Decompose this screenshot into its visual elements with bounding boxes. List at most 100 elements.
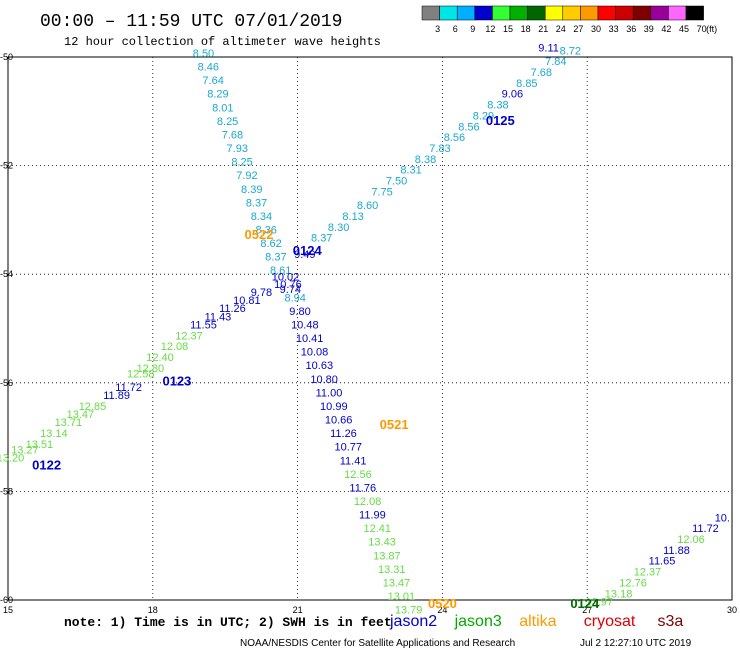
wave-height-label: 11.99 bbox=[359, 510, 386, 522]
wave-height-label: 13.71 bbox=[55, 417, 83, 429]
wave-height-label: 11.89 bbox=[103, 390, 130, 402]
colorbar-label: 45 bbox=[679, 24, 689, 34]
colorbar-label: 42 bbox=[661, 24, 671, 34]
pass-label: 0124 bbox=[570, 596, 600, 611]
wave-height-label: 12.41 bbox=[363, 523, 391, 535]
pass-label: 0124 bbox=[293, 243, 323, 258]
wave-height-label: 7.84 bbox=[545, 56, 566, 68]
wave-height-label: 7.92 bbox=[236, 170, 257, 182]
wave-height-label: 11.76 bbox=[349, 482, 376, 494]
y-tick-label: -56 bbox=[0, 378, 13, 388]
wave-height-label: 13.18 bbox=[605, 588, 633, 600]
colorbar-legend: 3 6 9 12 15 18 21 24 27 30 33 36 39 42 45 70 (ft) bbox=[421, 5, 717, 34]
wave-height-label: 8.13 bbox=[342, 211, 363, 223]
wave-height-label: 7.64 bbox=[202, 75, 223, 87]
wave-height-label: 12.58 bbox=[127, 368, 155, 380]
x-tick-label: 21 bbox=[293, 605, 303, 615]
wave-height-label: 13.31 bbox=[378, 564, 406, 576]
colorbar-unit: (ft) bbox=[706, 24, 717, 34]
colorbar-label: 30 bbox=[591, 24, 601, 34]
wave-height-label: 8.29 bbox=[473, 110, 494, 122]
wave-height-label: 8.37 bbox=[265, 252, 286, 264]
legend-entry: altika bbox=[519, 613, 556, 630]
colorbar-label: 24 bbox=[556, 24, 566, 34]
wave-height-label: 12.85 bbox=[79, 401, 107, 413]
wave-height-label: 13.14 bbox=[40, 428, 68, 440]
colorbar-label: 9 bbox=[470, 24, 475, 34]
x-tick-label: 18 bbox=[148, 605, 158, 615]
colorbar-swatch bbox=[580, 5, 599, 21]
wave-height-label: 10.48 bbox=[291, 320, 319, 332]
pass-label: 0123 bbox=[162, 374, 191, 389]
pass-label: 0522 bbox=[245, 227, 274, 242]
wave-height-label: 8.94 bbox=[284, 292, 305, 304]
wave-height-label: 8.37 bbox=[246, 197, 267, 209]
wave-height-label: 11.26 bbox=[219, 303, 246, 315]
wave-height-label: 10.02 bbox=[272, 272, 300, 284]
wave-height-label: 8.56 bbox=[444, 132, 465, 144]
chart-title: 00:00 – 11:59 UTC 07/01/2019 bbox=[40, 12, 342, 32]
y-tick-label: -58 bbox=[0, 486, 13, 496]
wave-height-label: 10.81 bbox=[233, 295, 261, 307]
wave-height-label: 12.37 bbox=[634, 567, 662, 579]
x-tick-label: 30 bbox=[727, 605, 737, 615]
colorbar-label: 3 bbox=[435, 24, 440, 34]
wave-height-label: 11.55 bbox=[190, 320, 217, 332]
wave-height-label: 9.49 bbox=[294, 249, 315, 261]
wave-height-label: 8.37 bbox=[311, 233, 332, 245]
wave-height-label: 11.00 bbox=[316, 387, 343, 399]
colorbar-label: 27 bbox=[573, 24, 583, 34]
wave-height-label: 10. bbox=[715, 512, 730, 524]
wave-height-label: 8.25 bbox=[217, 116, 238, 128]
wave-height-label: 13.79 bbox=[395, 605, 423, 617]
pass-label: 0520 bbox=[428, 596, 457, 611]
wave-height-label: 7.68 bbox=[222, 129, 243, 141]
wave-height-label: 7.83 bbox=[429, 143, 450, 155]
wave-height-label: 9.06 bbox=[502, 89, 523, 101]
wave-height-label: 8.25 bbox=[231, 157, 252, 169]
wave-height-label: 8.29 bbox=[207, 89, 228, 101]
wave-height-label: 13.97 bbox=[586, 596, 614, 608]
wave-height-label: 8.01 bbox=[212, 102, 233, 114]
wave-height-label: 11.65 bbox=[649, 556, 676, 568]
wave-height-label: 7.93 bbox=[227, 143, 248, 155]
colorbar-label: 21 bbox=[538, 24, 548, 34]
colorbar-swatch bbox=[492, 5, 511, 21]
colorbar-swatch bbox=[562, 5, 581, 21]
footer-note: note: 1) Time is in UTC; 2) SWH is in fe… bbox=[64, 615, 392, 630]
wave-height-label: 10.77 bbox=[335, 442, 363, 454]
wave-height-label: 8.62 bbox=[260, 238, 281, 250]
colorbar-swatch bbox=[527, 5, 546, 21]
colorbar-swatch bbox=[421, 5, 440, 21]
pass-label: 0125 bbox=[486, 113, 515, 128]
colorbar-label: 15 bbox=[503, 24, 513, 34]
wave-height-label: 8.85 bbox=[516, 78, 537, 90]
wave-height-label: 10.99 bbox=[320, 401, 348, 413]
wave-height-label: 10.41 bbox=[296, 333, 324, 345]
footer-credit: NOAA/NESDIS Center for Satellite Applica… bbox=[240, 638, 515, 649]
wave-height-label: 9.80 bbox=[289, 306, 310, 318]
colorbar-label: 18 bbox=[521, 24, 531, 34]
wave-height-label: 7.75 bbox=[371, 186, 392, 198]
colorbar-label: 12 bbox=[485, 24, 495, 34]
wave-height-label: 9.78 bbox=[251, 287, 272, 299]
wave-height-label: 8.56 bbox=[458, 121, 479, 133]
wave-height-label: 8.50 bbox=[193, 48, 214, 60]
wave-height-label: 7.50 bbox=[386, 176, 407, 188]
wave-height-label: 8.34 bbox=[251, 211, 272, 223]
colorbar-swatch bbox=[597, 5, 616, 21]
y-tick-label: -50 bbox=[0, 52, 13, 62]
colorbar-label: 33 bbox=[609, 24, 619, 34]
y-tick-label: -54 bbox=[0, 269, 13, 279]
wave-height-label: 13.01 bbox=[388, 591, 416, 603]
wave-height-label: 11.72 bbox=[115, 382, 142, 394]
colorbar-label: 39 bbox=[644, 24, 654, 34]
wave-height-label: 11.88 bbox=[663, 545, 690, 557]
wave-height-label: 13.43 bbox=[368, 537, 396, 549]
colorbar-swatch bbox=[615, 5, 634, 21]
wave-height-label: 12.56 bbox=[344, 469, 372, 481]
colorbar-swatch bbox=[544, 5, 564, 21]
colorbar-swatch bbox=[685, 5, 704, 21]
colorbar-swatch bbox=[668, 5, 687, 21]
wave-height-label: 10.63 bbox=[306, 360, 334, 372]
